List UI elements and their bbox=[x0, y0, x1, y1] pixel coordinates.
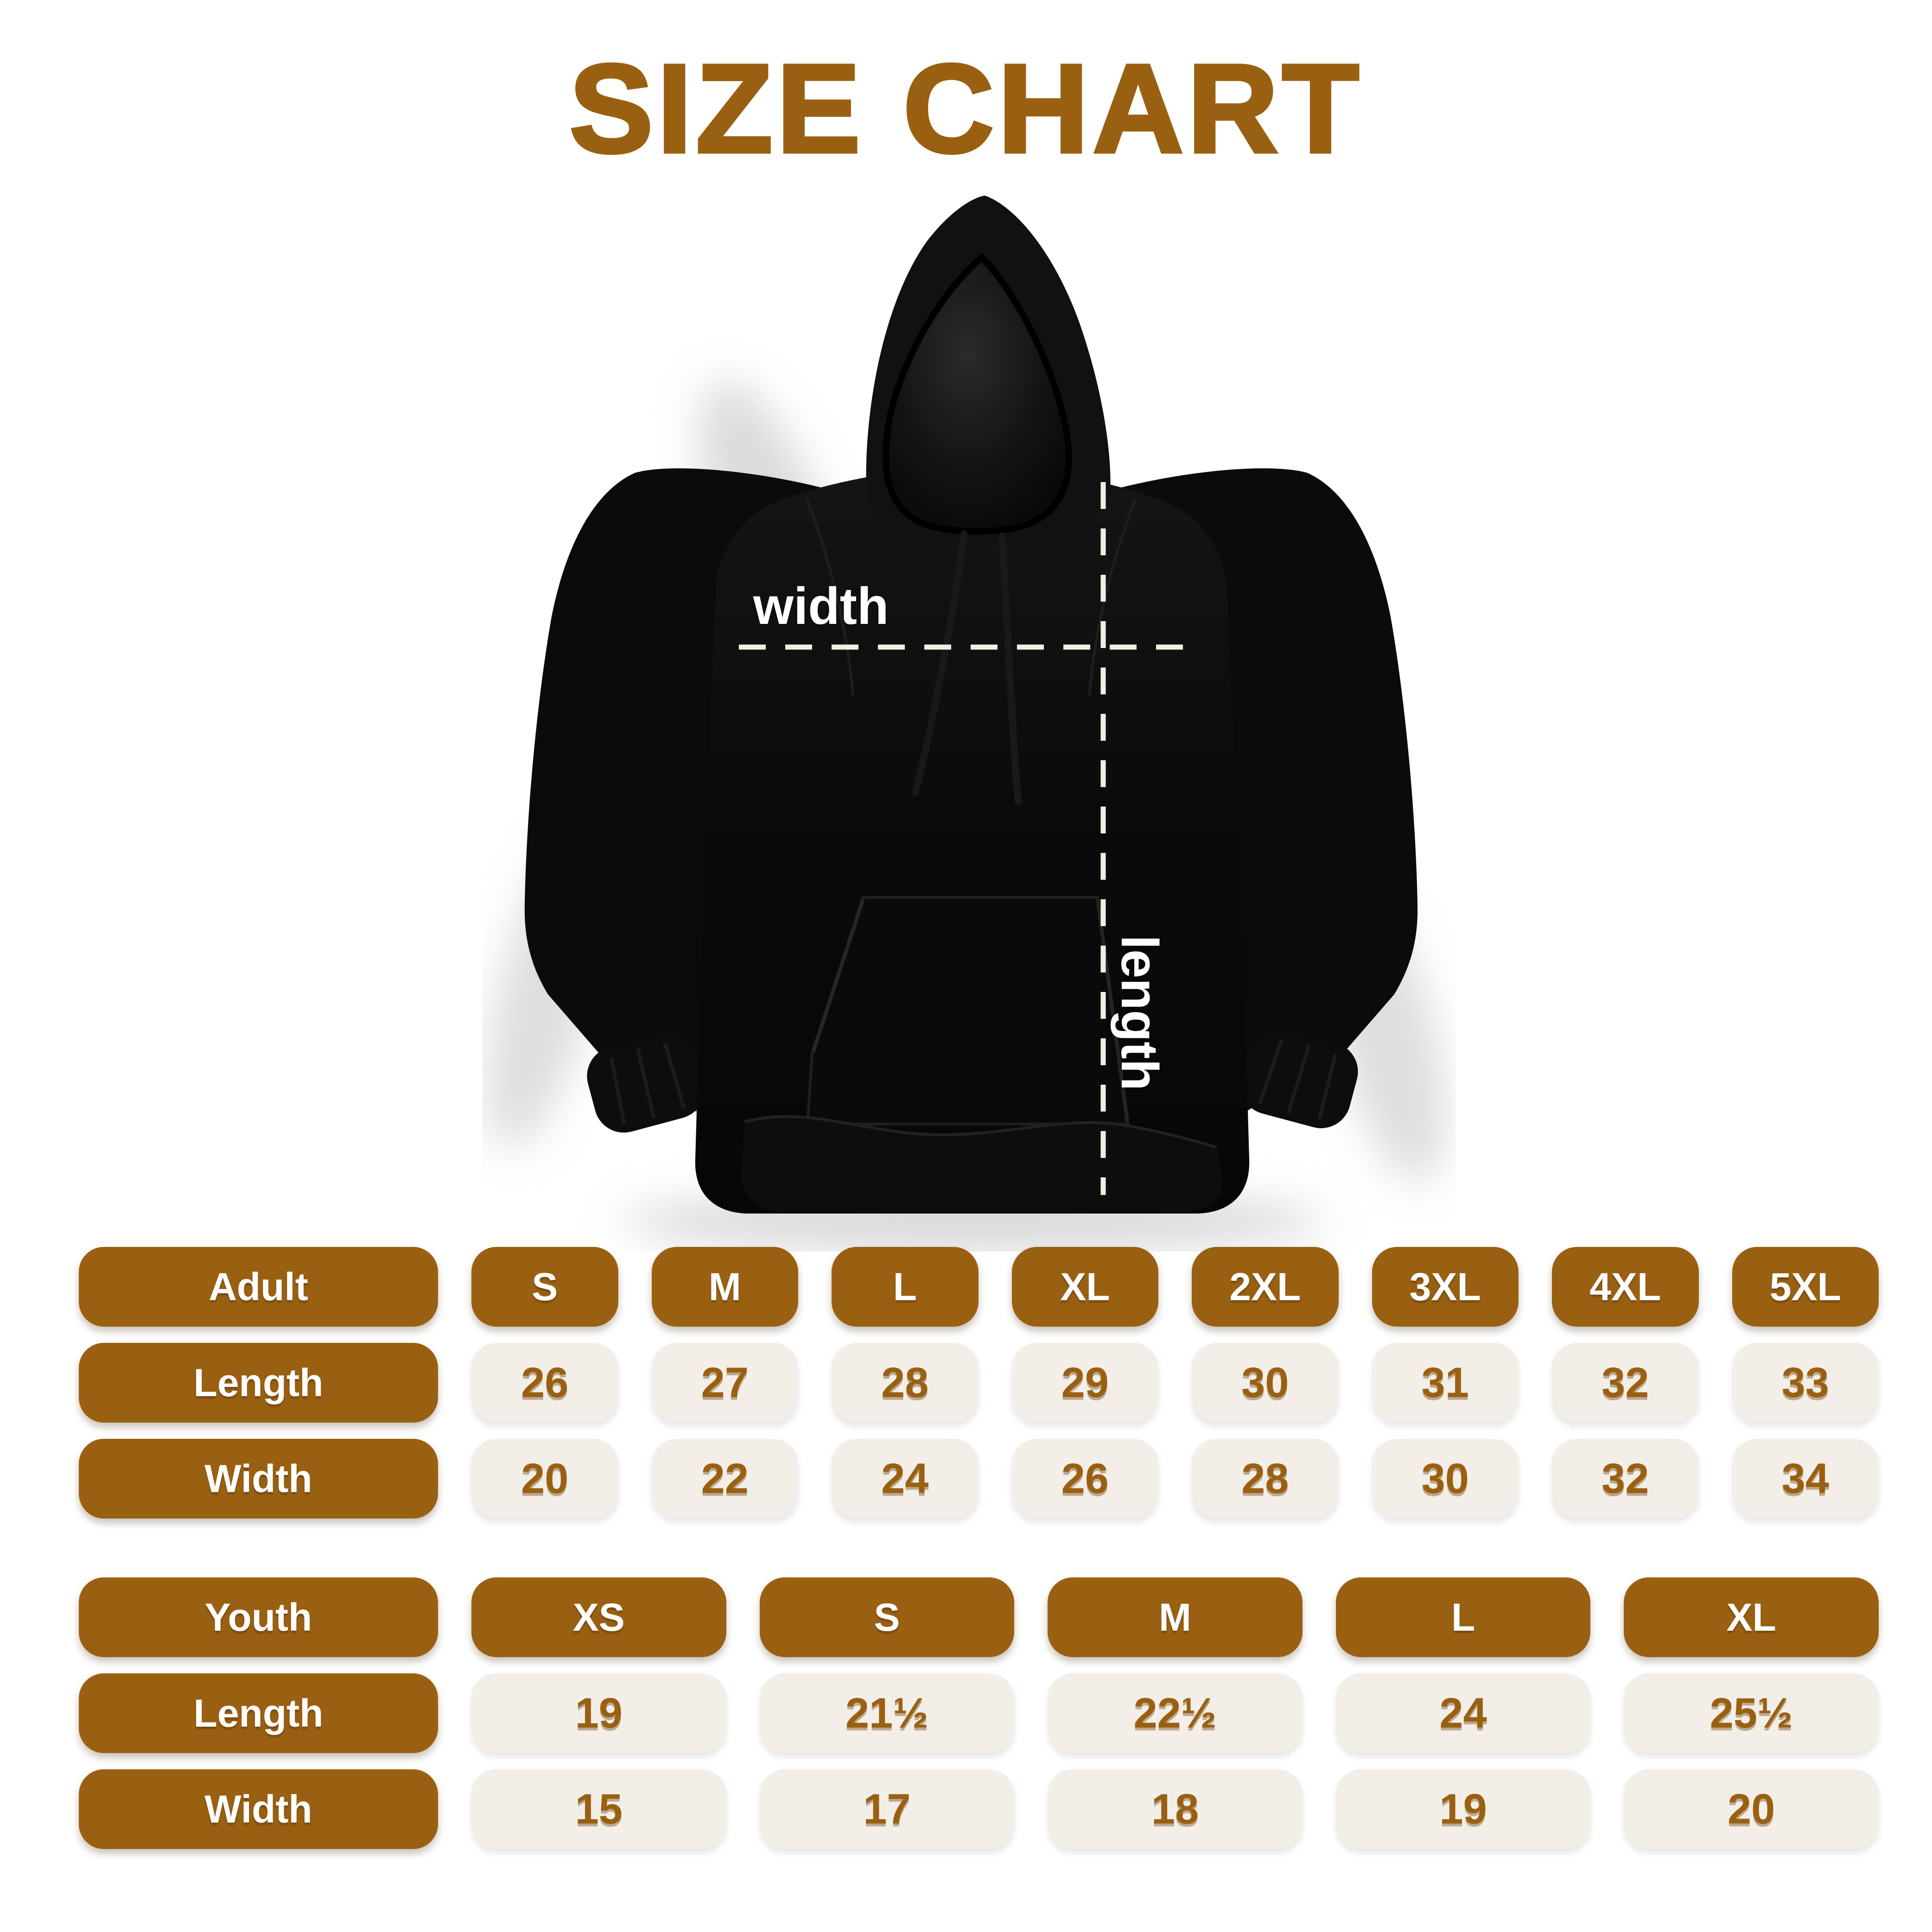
adult-width-value: 30 bbox=[1372, 1439, 1519, 1519]
adult-size-table: Adult S M L XL 2XL 3XL 4XL 5XL Length 26… bbox=[79, 1247, 1879, 1519]
youth-width-value: 15 bbox=[471, 1769, 726, 1849]
adult-width-value: 32 bbox=[1552, 1439, 1699, 1519]
hoodie-pocket bbox=[806, 896, 1130, 1125]
hoodie-illustration bbox=[482, 176, 1455, 1252]
adult-size-header: L bbox=[832, 1247, 979, 1327]
youth-length-value: 25½ bbox=[1624, 1673, 1879, 1753]
adult-width-value: 24 bbox=[832, 1439, 979, 1519]
hoodie-left-sleeve bbox=[524, 468, 867, 1112]
width-measure-label: width bbox=[753, 577, 889, 635]
adult-size-header: M bbox=[651, 1247, 798, 1327]
adult-table-title-pill: Adult bbox=[79, 1247, 438, 1327]
adult-size-header: S bbox=[471, 1247, 618, 1327]
adult-width-row-label: Width bbox=[79, 1439, 438, 1519]
adult-width-value: 20 bbox=[471, 1439, 618, 1519]
youth-size-header: M bbox=[1048, 1577, 1303, 1657]
adult-length-value: 29 bbox=[1011, 1343, 1158, 1423]
adult-length-value: 26 bbox=[471, 1343, 618, 1423]
length-measure-label: length bbox=[1111, 935, 1169, 1091]
adult-length-value: 32 bbox=[1552, 1343, 1699, 1423]
adult-size-header: 5XL bbox=[1732, 1247, 1879, 1327]
hoodie-graphic bbox=[486, 196, 1446, 1250]
youth-width-value: 17 bbox=[759, 1769, 1015, 1849]
adult-width-value: 22 bbox=[651, 1439, 798, 1519]
hoodie-right-sleeve bbox=[1075, 468, 1418, 1112]
youth-length-value: 22½ bbox=[1048, 1673, 1303, 1753]
adult-size-header: 2XL bbox=[1192, 1247, 1339, 1327]
youth-size-header: XL bbox=[1624, 1577, 1879, 1657]
youth-width-value: 19 bbox=[1335, 1769, 1591, 1849]
youth-size-table: Youth XS S M L XL Length 19 21½ 22½ 24 2… bbox=[79, 1577, 1879, 1849]
hoodie-drawstrings bbox=[912, 530, 1022, 806]
hoodie-hood bbox=[866, 196, 1111, 545]
adult-size-header: XL bbox=[1011, 1247, 1158, 1327]
youth-table-title-pill: Youth bbox=[79, 1577, 438, 1657]
youth-size-header: L bbox=[1335, 1577, 1591, 1657]
adult-width-value: 28 bbox=[1192, 1439, 1339, 1519]
youth-width-value: 20 bbox=[1624, 1769, 1879, 1849]
youth-length-value: 19 bbox=[471, 1673, 726, 1753]
page-title: SIZE CHART bbox=[568, 37, 1363, 181]
adult-length-value: 31 bbox=[1372, 1343, 1519, 1423]
adult-length-value: 33 bbox=[1732, 1343, 1879, 1423]
adult-width-value: 34 bbox=[1732, 1439, 1879, 1519]
adult-width-value: 26 bbox=[1011, 1439, 1158, 1519]
youth-length-value: 24 bbox=[1335, 1673, 1591, 1753]
adult-length-value: 28 bbox=[832, 1343, 979, 1423]
youth-width-row-label: Width bbox=[79, 1769, 438, 1849]
adult-length-row-label: Length bbox=[79, 1343, 438, 1423]
youth-length-row-label: Length bbox=[79, 1673, 438, 1753]
youth-size-header: XS bbox=[471, 1577, 726, 1657]
adult-length-value: 30 bbox=[1192, 1343, 1339, 1423]
adult-size-header: 4XL bbox=[1552, 1247, 1699, 1327]
adult-length-value: 27 bbox=[651, 1343, 798, 1423]
hoodie-right-cuff bbox=[1240, 1028, 1358, 1128]
adult-size-header: 3XL bbox=[1372, 1247, 1519, 1327]
youth-width-value: 18 bbox=[1048, 1769, 1303, 1849]
youth-size-header: S bbox=[759, 1577, 1015, 1657]
youth-length-value: 21½ bbox=[759, 1673, 1015, 1753]
hoodie-left-cuff bbox=[587, 1032, 705, 1133]
